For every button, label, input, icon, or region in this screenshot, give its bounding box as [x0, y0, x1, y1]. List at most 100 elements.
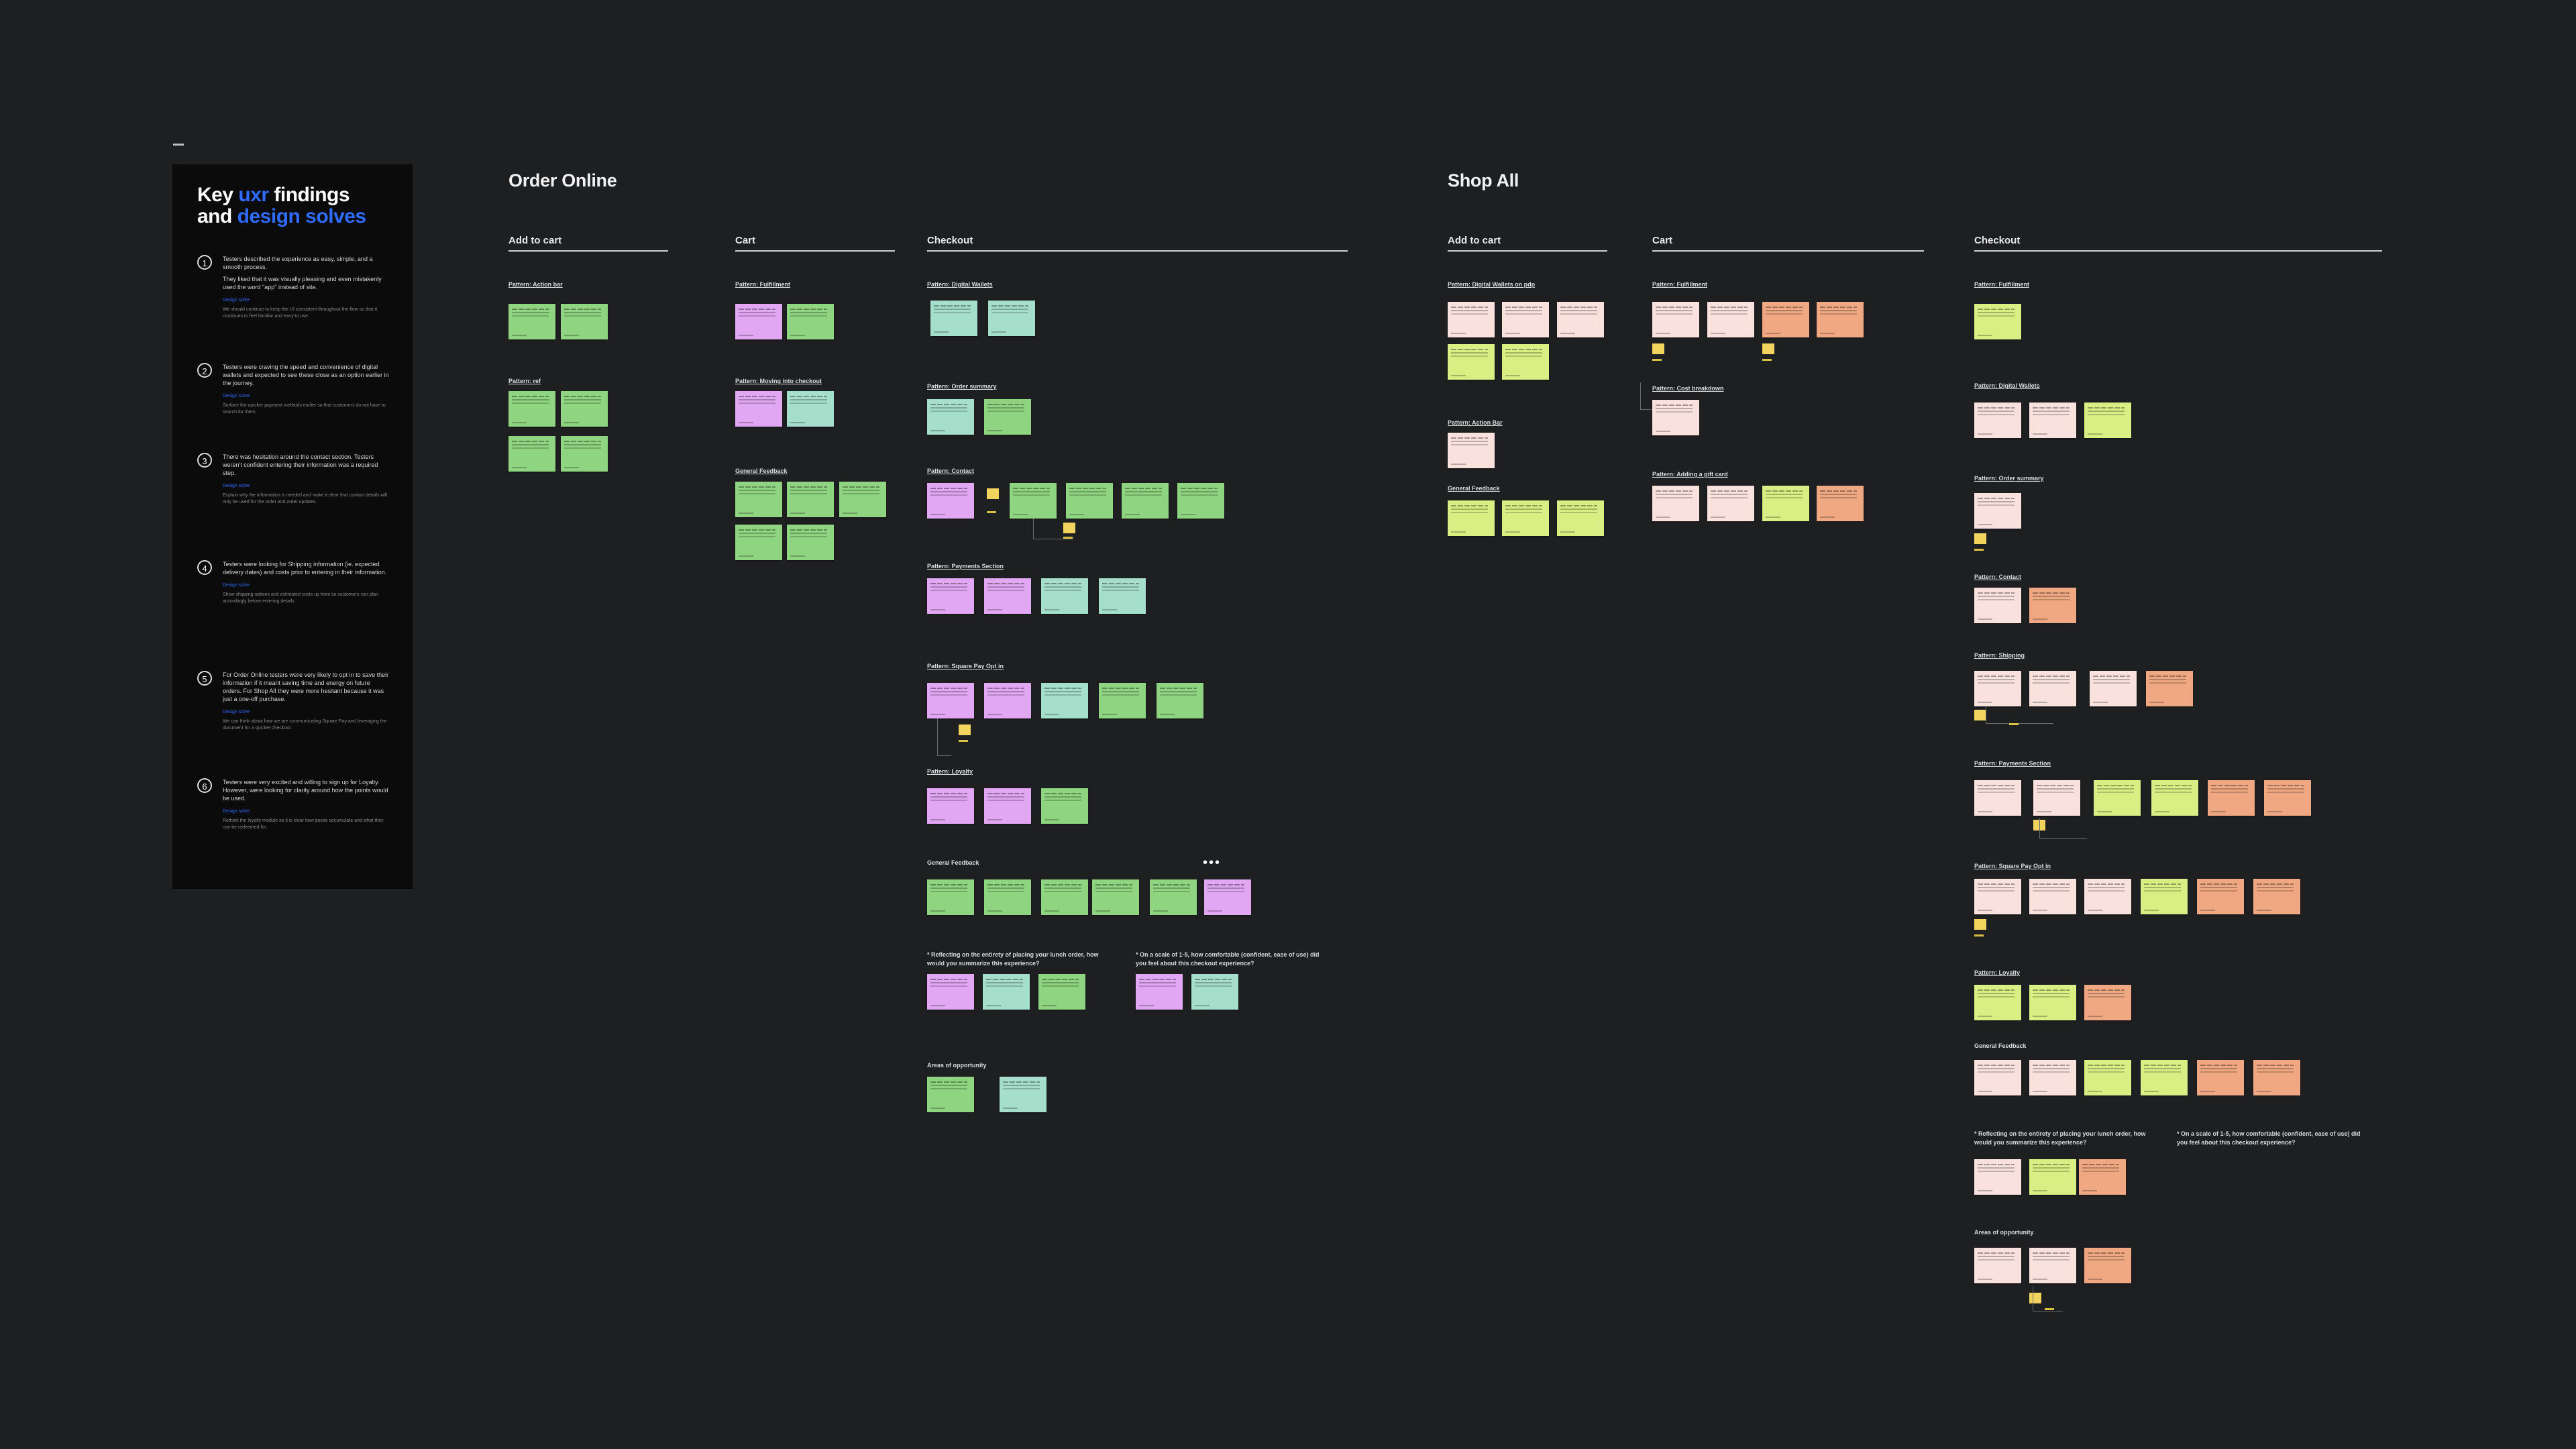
sticky-note[interactable]: [2208, 780, 2255, 816]
sticky-note[interactable]: [1448, 433, 1495, 468]
sticky-note[interactable]: [1502, 500, 1549, 536]
small-sticky-note[interactable]: [1762, 343, 1774, 354]
sticky-note[interactable]: [1502, 344, 1549, 380]
sticky-note[interactable]: [839, 482, 886, 517]
sticky-note[interactable]: [2029, 1248, 2076, 1283]
sticky-note[interactable]: [1707, 302, 1754, 337]
sticky-note[interactable]: [1136, 974, 1183, 1010]
sticky-note[interactable]: [2084, 879, 2131, 914]
sticky-note[interactable]: [2253, 1060, 2300, 1095]
sticky-note[interactable]: [787, 304, 834, 339]
findings-panel[interactable]: Key uxr findings and design solves 1 Tes…: [172, 164, 413, 889]
sticky-note[interactable]: [1974, 1159, 2021, 1195]
sticky-note[interactable]: [1557, 500, 1604, 536]
more-options-icon[interactable]: •••: [1203, 855, 1222, 870]
sticky-note[interactable]: [1000, 1077, 1046, 1112]
sticky-note[interactable]: [508, 391, 555, 427]
sticky-note[interactable]: [1974, 402, 2021, 438]
sticky-note[interactable]: [2079, 1159, 2126, 1195]
sticky-note[interactable]: [2084, 402, 2131, 438]
sticky-note[interactable]: [1157, 683, 1203, 718]
sticky-note[interactable]: [1974, 588, 2021, 623]
sticky-note[interactable]: [1066, 483, 1113, 519]
sticky-note[interactable]: [2253, 879, 2300, 914]
sticky-note[interactable]: [983, 974, 1030, 1010]
sticky-note[interactable]: [735, 482, 782, 517]
sticky-note[interactable]: [984, 683, 1031, 718]
sticky-note[interactable]: [1652, 400, 1699, 435]
sticky-note[interactable]: [984, 788, 1031, 824]
small-sticky-note[interactable]: [987, 488, 999, 499]
sticky-note[interactable]: [1974, 879, 2021, 914]
sticky-note[interactable]: [2094, 780, 2141, 816]
sticky-note[interactable]: [1448, 344, 1495, 380]
sticky-note[interactable]: [1150, 879, 1197, 915]
sticky-note[interactable]: [927, 683, 974, 718]
sticky-note[interactable]: [2029, 879, 2076, 914]
sticky-note[interactable]: [735, 391, 782, 427]
sticky-note[interactable]: [735, 525, 782, 560]
sticky-note[interactable]: [2084, 1060, 2131, 1095]
sticky-note[interactable]: [561, 391, 608, 427]
sticky-note[interactable]: [1448, 500, 1495, 536]
sticky-note[interactable]: [561, 436, 608, 472]
sticky-note[interactable]: [1557, 302, 1604, 337]
sticky-note[interactable]: [735, 304, 782, 339]
sticky-note[interactable]: [927, 578, 974, 614]
sticky-note[interactable]: [1974, 985, 2021, 1020]
sticky-note[interactable]: [787, 391, 834, 427]
sticky-note[interactable]: [2033, 780, 2080, 816]
sticky-note[interactable]: [1502, 302, 1549, 337]
sticky-note[interactable]: [1652, 486, 1699, 521]
sticky-note[interactable]: [927, 788, 974, 824]
sticky-note[interactable]: [984, 399, 1031, 435]
sticky-note[interactable]: [1707, 486, 1754, 521]
small-sticky-note[interactable]: [1652, 343, 1664, 354]
sticky-note[interactable]: [2029, 1060, 2076, 1095]
sticky-note[interactable]: [787, 525, 834, 560]
sticky-note[interactable]: [1817, 486, 1864, 521]
sticky-note[interactable]: [1204, 879, 1251, 915]
sticky-note[interactable]: [1817, 302, 1864, 337]
sticky-note[interactable]: [1177, 483, 1224, 519]
sticky-note[interactable]: [927, 399, 974, 435]
sticky-note[interactable]: [2146, 671, 2193, 706]
sticky-note[interactable]: [1974, 304, 2021, 339]
sticky-note[interactable]: [2029, 1159, 2076, 1195]
sticky-note[interactable]: [787, 482, 834, 517]
sticky-note[interactable]: [927, 1077, 974, 1112]
sticky-note[interactable]: [927, 879, 974, 915]
sticky-note[interactable]: [2197, 879, 2244, 914]
sticky-note[interactable]: [1122, 483, 1169, 519]
sticky-note[interactable]: [2264, 780, 2311, 816]
sticky-note[interactable]: [927, 483, 974, 519]
sticky-note[interactable]: [561, 304, 608, 339]
sticky-note[interactable]: [1041, 788, 1088, 824]
sticky-note[interactable]: [2029, 985, 2076, 1020]
sticky-note[interactable]: [1041, 578, 1088, 614]
sticky-note[interactable]: [1974, 493, 2021, 529]
sticky-note[interactable]: [1191, 974, 1238, 1010]
sticky-note[interactable]: [2141, 1060, 2188, 1095]
sticky-note[interactable]: [508, 304, 555, 339]
sticky-note[interactable]: [1041, 879, 1088, 915]
sticky-note[interactable]: [2141, 879, 2188, 914]
sticky-note[interactable]: [1010, 483, 1057, 519]
sticky-note[interactable]: [1974, 671, 2021, 706]
sticky-note[interactable]: [1099, 578, 1146, 614]
sticky-note[interactable]: [984, 578, 1031, 614]
sticky-note[interactable]: [1099, 683, 1146, 718]
sticky-note[interactable]: [988, 301, 1035, 336]
sticky-note[interactable]: [2197, 1060, 2244, 1095]
sticky-note[interactable]: [1974, 1060, 2021, 1095]
sticky-note[interactable]: [1448, 302, 1495, 337]
small-sticky-note[interactable]: [1974, 533, 1986, 544]
small-sticky-note[interactable]: [959, 724, 971, 735]
sticky-note[interactable]: [1038, 974, 1085, 1010]
sticky-note[interactable]: [1974, 780, 2021, 816]
sticky-note[interactable]: [2029, 402, 2076, 438]
sticky-note[interactable]: [927, 974, 974, 1010]
sticky-note[interactable]: [1652, 302, 1699, 337]
sticky-note[interactable]: [984, 879, 1031, 915]
small-sticky-note[interactable]: [1974, 710, 1986, 720]
